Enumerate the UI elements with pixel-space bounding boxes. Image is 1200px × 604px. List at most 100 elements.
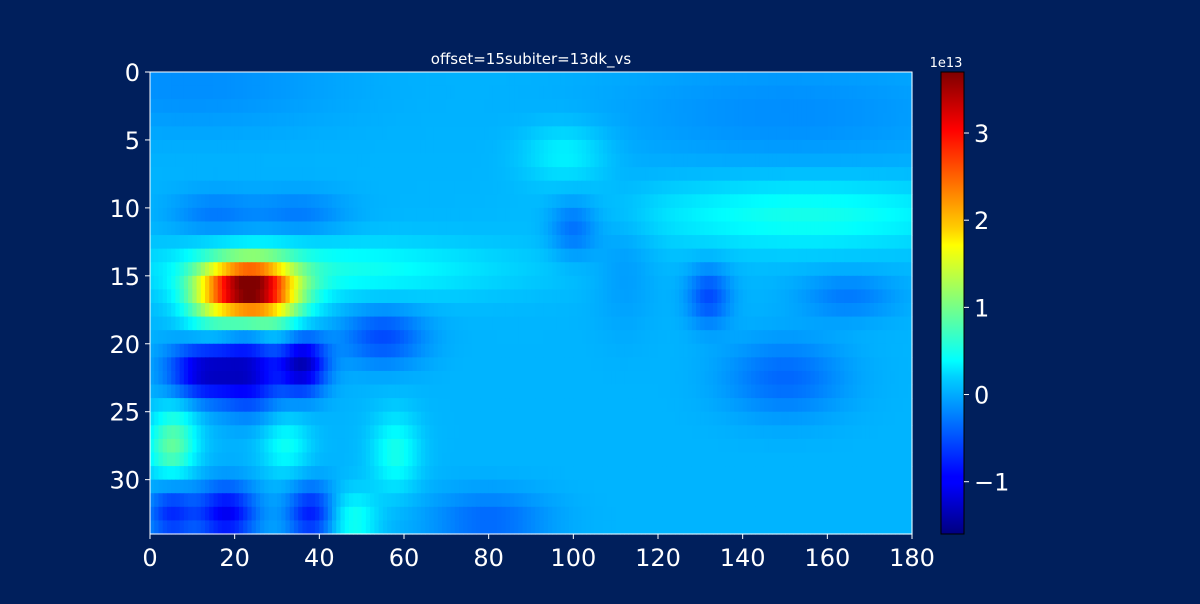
heatmap-cell bbox=[158, 85, 164, 100]
heatmap-cell bbox=[221, 235, 227, 250]
heatmap-cell bbox=[205, 303, 210, 318]
heatmap-cell bbox=[200, 99, 206, 114]
heatmap-cell bbox=[471, 398, 477, 413]
heatmap-cell bbox=[785, 235, 790, 250]
heatmap-cell bbox=[412, 126, 418, 141]
heatmap-cell bbox=[713, 112, 718, 127]
heatmap-cell bbox=[412, 207, 418, 223]
heatmap-cell bbox=[653, 207, 659, 223]
heatmap-cell bbox=[348, 398, 354, 413]
heatmap-cell bbox=[217, 411, 223, 426]
heatmap-cell bbox=[251, 194, 257, 209]
heatmap-cell bbox=[340, 85, 346, 100]
heatmap-cell bbox=[662, 194, 668, 209]
heatmap-cell bbox=[598, 316, 604, 331]
heatmap-cell bbox=[844, 139, 850, 155]
heatmap-cell bbox=[801, 303, 807, 318]
heatmap-cell bbox=[564, 207, 570, 223]
heatmap-cell bbox=[217, 275, 223, 291]
heatmap-cell bbox=[289, 316, 295, 331]
heatmap-cell bbox=[281, 262, 287, 277]
heatmap-cell bbox=[365, 316, 371, 331]
heatmap-cell bbox=[154, 343, 160, 358]
heatmap-cell bbox=[742, 153, 748, 168]
heatmap-cell bbox=[569, 167, 574, 182]
heatmap-cell bbox=[729, 112, 735, 127]
heatmap-cell bbox=[357, 72, 363, 87]
heatmap-cell bbox=[907, 167, 913, 182]
heatmap-cell bbox=[899, 343, 905, 358]
heatmap-cell bbox=[865, 330, 871, 345]
heatmap-cell bbox=[251, 72, 257, 87]
heatmap-cell bbox=[556, 85, 562, 100]
heatmap-cell bbox=[514, 262, 519, 277]
heatmap-cell bbox=[615, 99, 621, 114]
heatmap-cell bbox=[734, 112, 740, 127]
heatmap-cell bbox=[522, 357, 528, 372]
heatmap-cell bbox=[158, 72, 164, 87]
heatmap-cell bbox=[425, 330, 430, 345]
heatmap-cell bbox=[526, 248, 532, 263]
heatmap-cell bbox=[573, 316, 579, 331]
heatmap-cell bbox=[196, 126, 202, 141]
heatmap-cell bbox=[378, 384, 384, 399]
heatmap-cell bbox=[247, 180, 253, 195]
heatmap-cell bbox=[247, 235, 253, 250]
heatmap-cell bbox=[509, 194, 515, 209]
heatmap-cell bbox=[564, 330, 570, 345]
heatmap-cell bbox=[535, 221, 541, 236]
heatmap-cell bbox=[277, 384, 282, 399]
heatmap-cell bbox=[374, 180, 380, 195]
heatmap-cell bbox=[751, 85, 756, 100]
heatmap-cell bbox=[315, 425, 320, 440]
heatmap-cell bbox=[865, 221, 871, 236]
heatmap-cell bbox=[641, 99, 646, 114]
heatmap-cell bbox=[746, 180, 752, 195]
heatmap-cell bbox=[556, 438, 562, 454]
heatmap-cell bbox=[535, 438, 541, 454]
heatmap-cell bbox=[484, 99, 490, 114]
heatmap-cell bbox=[856, 343, 862, 358]
heatmap-cell bbox=[404, 357, 409, 372]
heatmap-cell bbox=[370, 438, 375, 454]
heatmap-cell bbox=[221, 357, 227, 372]
heatmap-cell bbox=[670, 153, 676, 168]
heatmap-cell bbox=[501, 343, 507, 358]
heatmap-cell bbox=[395, 411, 401, 426]
heatmap-cell bbox=[895, 248, 900, 263]
heatmap-cell bbox=[332, 112, 337, 127]
heatmap-cell bbox=[467, 221, 473, 236]
heatmap-cell bbox=[420, 221, 426, 236]
heatmap-cell bbox=[268, 411, 274, 426]
heatmap-cell bbox=[179, 398, 185, 413]
heatmap-cell bbox=[454, 207, 460, 223]
heatmap-cell bbox=[429, 167, 435, 182]
heatmap-cell bbox=[425, 85, 430, 100]
heatmap-cell bbox=[895, 167, 900, 182]
heatmap-cell bbox=[560, 112, 566, 127]
heatmap-cell bbox=[700, 384, 706, 399]
heatmap-cell bbox=[907, 72, 913, 87]
heatmap-cell bbox=[272, 370, 278, 386]
heatmap-cell bbox=[907, 126, 913, 141]
heatmap-cell bbox=[827, 167, 833, 182]
heatmap-cell bbox=[607, 316, 613, 331]
heatmap-cell bbox=[840, 72, 845, 87]
heatmap-cell bbox=[315, 330, 320, 345]
heatmap-cell bbox=[285, 316, 291, 331]
heatmap-cell bbox=[315, 275, 320, 291]
heatmap-cell bbox=[547, 153, 553, 168]
heatmap-cell bbox=[687, 180, 693, 195]
heatmap-cell bbox=[497, 72, 502, 87]
heatmap-cell bbox=[624, 112, 629, 127]
heatmap-cell bbox=[171, 167, 176, 182]
heatmap-cell bbox=[492, 85, 498, 100]
heatmap-cell bbox=[577, 262, 583, 277]
heatmap-cell bbox=[569, 139, 574, 155]
heatmap-cell bbox=[831, 167, 837, 182]
heatmap-cell bbox=[543, 99, 549, 114]
heatmap-cell bbox=[361, 262, 367, 277]
heatmap-cell bbox=[683, 275, 689, 291]
heatmap-cell bbox=[810, 99, 816, 114]
heatmap-cell bbox=[446, 357, 452, 372]
